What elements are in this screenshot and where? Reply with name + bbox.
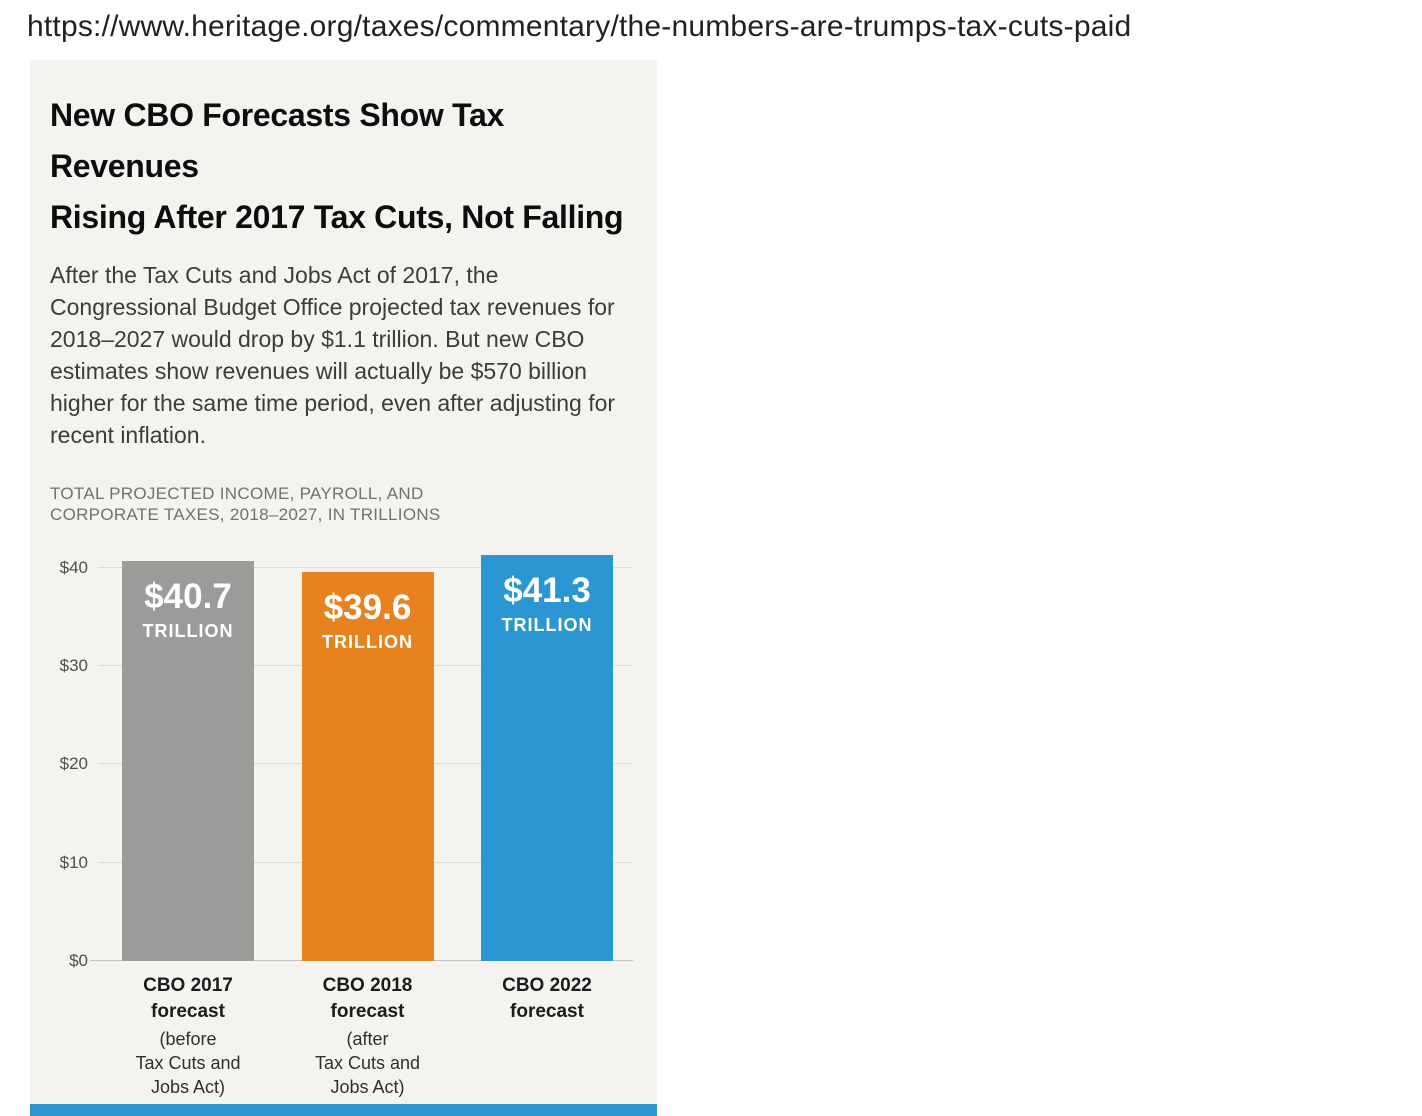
infographic-title: New CBO Forecasts Show Tax Revenues Risi…	[50, 97, 624, 235]
bar-value-label: $40.7	[144, 576, 232, 616]
chart-bar: $40.7 TRILLION	[122, 560, 254, 961]
bar-value-label: $41.3	[503, 571, 591, 611]
y-tick-label: $20	[59, 754, 88, 774]
bar-unit-label: TRILLION	[142, 620, 234, 641]
y-tick-label: $30	[59, 656, 88, 676]
bar-unit-label: TRILLION	[322, 631, 413, 652]
chart-subtitle: TOTAL PROJECTED INCOME, PAYROLL, AND COR…	[50, 484, 441, 524]
card-accent-strip	[30, 1104, 657, 1116]
page-url[interactable]: https://www.heritage.org/taxes/commentar…	[27, 10, 1132, 43]
bar-chart: $0 $10 $20 $30 $40 $40.7 TRILLION $39.6 TRILLIO…	[50, 541, 637, 1099]
y-tick-label: $10	[59, 852, 88, 872]
x-axis-label-name: CBO 2017 forecast	[143, 975, 233, 1022]
x-axis-label-note: (after Tax Cuts and Jobs Act)	[314, 1029, 421, 1097]
y-tick-label: $0	[69, 951, 88, 970]
gridline	[98, 566, 633, 568]
x-axis-label-note: (before Tax Cuts and Jobs Act)	[135, 1029, 241, 1097]
infographic-description: After the Tax Cuts and Jobs Act of 2017,…	[50, 262, 616, 448]
x-axis-label-name: CBO 2022 forecast	[502, 975, 592, 1022]
x-axis-label-name: CBO 2018 forecast	[322, 975, 413, 1022]
bar-value-label: $39.6	[323, 587, 412, 627]
x-axis-label: CBO 2022 forecast	[481, 973, 613, 1099]
bar-unit-label: TRILLION	[501, 615, 593, 636]
plot-area: $0 $10 $20 $30 $40 $40.7 TRILLION $39.6 TRILLIO…	[60, 541, 637, 970]
x-axis-label: CBO 2018 forecast (after Tax Cuts and Job…	[302, 973, 434, 1099]
x-axis-labels: CBO 2017 forecast (before Tax Cuts and Jo…	[98, 973, 637, 1099]
infographic-card: New CBO Forecasts Show Tax Revenues Risi…	[30, 60, 657, 1116]
y-tick-label: $40	[59, 557, 88, 577]
x-axis-label: CBO 2017 forecast (before Tax Cuts and Jo…	[122, 973, 254, 1099]
bars-layer: $40.7 TRILLION $39.6 TRILLION $41.3 TRILLION	[98, 541, 637, 961]
chart-bar: $39.6 TRILLION	[301, 571, 434, 961]
chart-bar: $41.3 TRILLION	[481, 555, 613, 961]
